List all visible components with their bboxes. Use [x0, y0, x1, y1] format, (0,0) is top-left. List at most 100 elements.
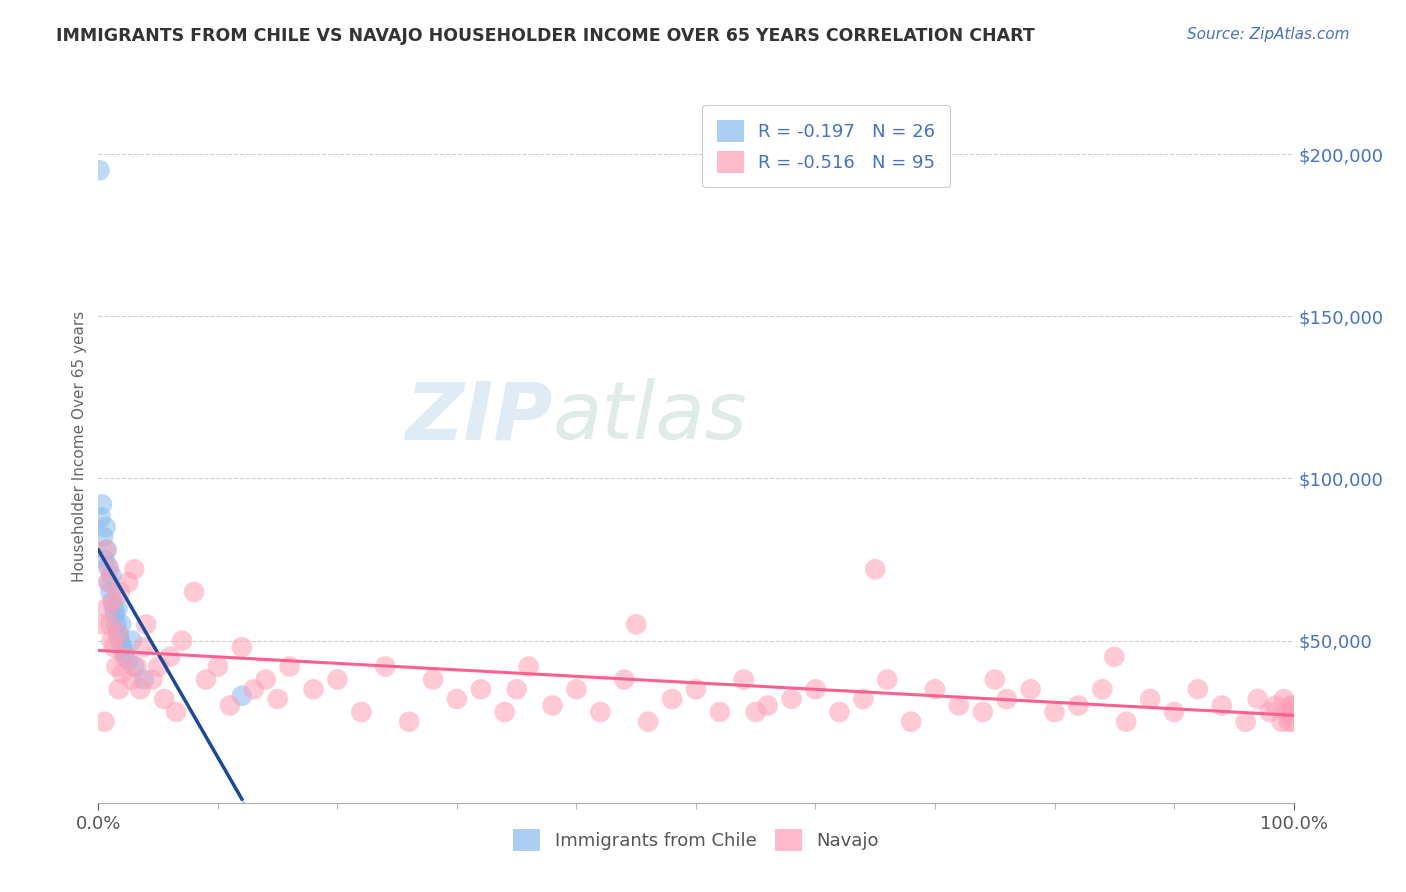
Point: [107, 601, 129, 615]
Point: [183, 585, 205, 599]
Point: [661, 692, 683, 706]
Point: [1279, 705, 1302, 719]
Point: [1139, 692, 1161, 706]
Text: Source: ZipAtlas.com: Source: ZipAtlas.com: [1187, 27, 1350, 42]
Point: [153, 692, 176, 706]
Point: [91, 530, 114, 544]
Point: [125, 659, 148, 673]
Point: [1211, 698, 1233, 713]
Point: [114, 647, 136, 661]
Point: [1163, 705, 1185, 719]
Point: [517, 659, 540, 673]
Point: [637, 714, 659, 729]
Point: [103, 601, 125, 615]
Point: [207, 659, 229, 673]
Point: [103, 640, 125, 654]
Point: [852, 692, 875, 706]
Point: [422, 673, 444, 687]
Point: [1067, 698, 1090, 713]
Point: [121, 633, 143, 648]
Point: [132, 673, 155, 687]
Point: [685, 682, 707, 697]
Point: [1282, 698, 1305, 713]
Point: [1104, 649, 1126, 664]
Point: [565, 682, 588, 697]
Point: [94, 520, 117, 534]
Point: [1281, 714, 1303, 729]
Point: [111, 666, 134, 681]
Point: [1264, 698, 1286, 713]
Point: [398, 714, 420, 729]
Point: [1091, 682, 1114, 697]
Point: [1043, 705, 1066, 719]
Point: [1275, 705, 1298, 719]
Point: [100, 568, 122, 582]
Point: [107, 627, 129, 641]
Point: [117, 653, 139, 667]
Point: [195, 673, 218, 687]
Point: [110, 617, 132, 632]
Point: [91, 617, 114, 632]
Point: [231, 640, 253, 654]
Point: [96, 601, 118, 615]
Point: [326, 673, 349, 687]
Point: [350, 705, 373, 719]
Point: [97, 559, 120, 574]
Point: [254, 673, 277, 687]
Point: [302, 682, 325, 697]
Point: [613, 673, 636, 687]
Legend: Immigrants from Chile, Navajo: Immigrants from Chile, Navajo: [506, 822, 886, 858]
Point: [948, 698, 970, 713]
Point: [148, 659, 170, 673]
Point: [733, 673, 755, 687]
Point: [278, 659, 301, 673]
Point: [1271, 714, 1294, 729]
Point: [231, 689, 253, 703]
Point: [124, 659, 146, 673]
Point: [470, 682, 492, 697]
Text: IMMIGRANTS FROM CHILE VS NAVAJO HOUSEHOLDER INCOME OVER 65 YEARS CORRELATION CHA: IMMIGRANTS FROM CHILE VS NAVAJO HOUSEHOL…: [56, 27, 1035, 45]
Point: [172, 633, 194, 648]
Point: [506, 682, 529, 697]
Point: [709, 705, 731, 719]
Point: [117, 575, 139, 590]
Point: [876, 673, 898, 687]
Point: [141, 673, 163, 687]
Point: [129, 682, 152, 697]
Point: [93, 552, 115, 566]
Point: [984, 673, 1007, 687]
Point: [1247, 692, 1270, 706]
Point: [101, 595, 124, 609]
Point: [97, 575, 120, 590]
Point: [828, 705, 851, 719]
Y-axis label: Householder Income Over 65 years: Householder Income Over 65 years: [72, 310, 87, 582]
Point: [98, 585, 122, 599]
Point: [105, 659, 128, 673]
Point: [96, 542, 118, 557]
Point: [89, 163, 111, 178]
Point: [90, 510, 112, 524]
Point: [541, 698, 564, 713]
Point: [1272, 692, 1295, 706]
Point: [745, 705, 768, 719]
Point: [114, 649, 136, 664]
Point: [159, 649, 181, 664]
Point: [107, 682, 129, 697]
Point: [94, 542, 117, 557]
Point: [626, 617, 648, 632]
Point: [1115, 714, 1137, 729]
Point: [494, 705, 516, 719]
Point: [132, 640, 155, 654]
Point: [219, 698, 242, 713]
Point: [98, 575, 121, 590]
Point: [100, 633, 122, 648]
Text: ZIP: ZIP: [405, 378, 553, 457]
Point: [756, 698, 779, 713]
Point: [446, 692, 468, 706]
Point: [108, 585, 131, 599]
Point: [124, 562, 146, 576]
Point: [93, 714, 115, 729]
Point: [1258, 705, 1281, 719]
Point: [995, 692, 1018, 706]
Point: [267, 692, 290, 706]
